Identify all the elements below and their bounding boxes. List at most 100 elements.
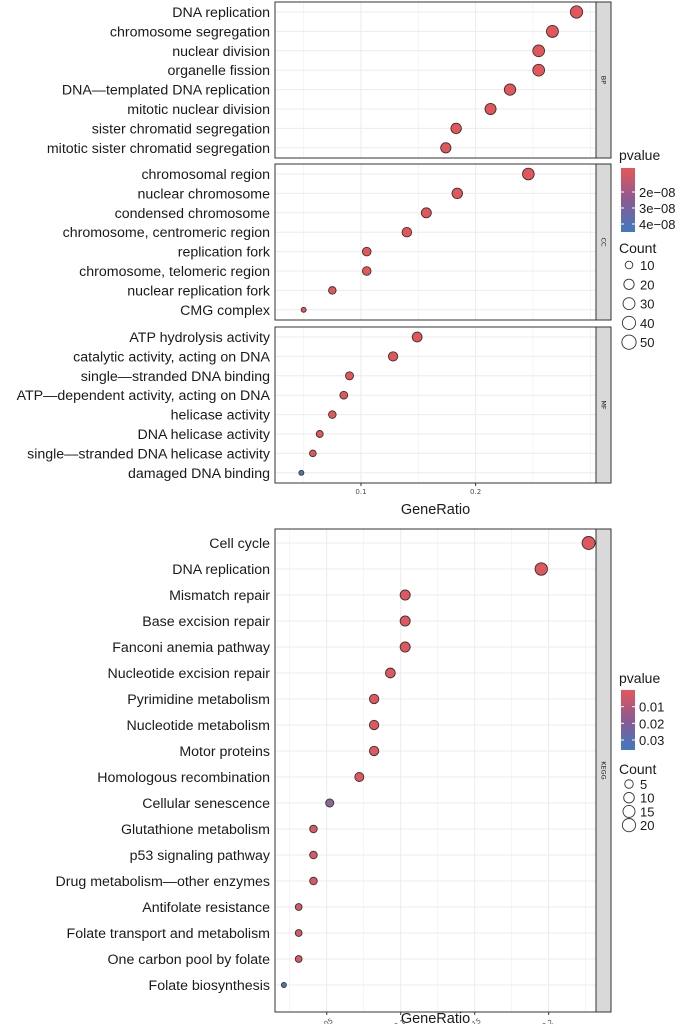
data-point: [387, 351, 399, 362]
colorbar-label: 0.01: [639, 700, 664, 715]
category-label: CMG complex: [180, 303, 270, 319]
facet-strip: [595, 163, 612, 321]
data-point: [368, 693, 380, 705]
panel-background: [275, 2, 596, 158]
data-point: [368, 719, 380, 731]
size-key-label: 50: [640, 335, 654, 350]
data-point: [309, 850, 318, 860]
colorbar-label: 4e−08: [639, 217, 676, 232]
x-tick-label: 0.15: [465, 1017, 483, 1024]
data-point: [294, 929, 303, 937]
data-point: [569, 5, 584, 19]
category-label: Motor proteins: [179, 744, 270, 760]
data-point: [451, 187, 463, 200]
colorbar-label: 2e−08: [639, 185, 676, 200]
panel-bp: DNA replication chromosome segregation nuc…: [47, 1, 612, 159]
size-key-label: 40: [640, 316, 654, 331]
panel-mf: ATP hydrolysis activity catalytic activit…: [17, 326, 612, 484]
x-axis-title: GeneRatio: [401, 502, 470, 518]
x-tick-label: 0.1: [393, 1018, 407, 1024]
data-point: [399, 615, 411, 627]
data-point: [534, 562, 548, 576]
category-label: chromosome segregation: [110, 24, 270, 40]
category-label: Mismatch repair: [169, 588, 270, 604]
category-label: single—stranded DNA binding: [81, 369, 270, 385]
facet-strip: [595, 528, 612, 1013]
size-key: [624, 260, 634, 270]
colorbar-label: 0.02: [639, 716, 664, 731]
x-axis-title: GeneRatio: [401, 1011, 470, 1024]
panel-kegg: Cell cycle DNA replication Mismatch repair…: [56, 528, 612, 1013]
category-label: replication fork: [178, 245, 271, 261]
category-label: Pyrimidine metabolism: [127, 692, 270, 708]
data-point: [328, 286, 337, 295]
category-label: nuclear replication fork: [127, 283, 271, 299]
x-tick-label: 0.2: [470, 488, 481, 496]
colorbar: [621, 168, 635, 232]
data-point: [532, 44, 546, 58]
data-point: [522, 167, 535, 181]
category-label: Nucleotide excision repair: [108, 666, 271, 682]
category-label: Glutathione metabolism: [121, 822, 270, 838]
data-point: [450, 122, 462, 135]
data-point: [532, 63, 546, 77]
legend-size-title: Count: [619, 240, 656, 256]
size-key: [621, 315, 637, 330]
data-point: [546, 24, 559, 38]
size-key: [623, 791, 635, 804]
data-point: [300, 306, 307, 313]
data-point: [294, 903, 303, 911]
size-key-label: 10: [640, 791, 654, 806]
panel-cc: chromosomal region nuclear chromosome cond…: [63, 163, 612, 321]
category-label: Cellular senescence: [142, 796, 270, 812]
category-label: damaged DNA binding: [128, 466, 270, 482]
category-label: Folate biosynthesis: [149, 978, 270, 994]
size-key-label: 10: [640, 258, 654, 273]
data-point: [361, 246, 372, 257]
category-label: nuclear division: [172, 44, 270, 60]
x-tick-label: 0.05: [317, 1017, 335, 1024]
category-label: Folate transport and metabolism: [67, 926, 270, 942]
data-point: [399, 589, 411, 601]
category-label: chromosome, telomeric region: [79, 264, 270, 280]
panel-background: [275, 529, 596, 1012]
data-point: [280, 982, 287, 988]
data-point: [298, 469, 305, 476]
data-point: [345, 371, 354, 381]
facet-strip-label: BP: [600, 76, 608, 84]
category-label: Base excision repair: [142, 614, 270, 630]
data-point: [399, 641, 411, 653]
chart-1: DNA replication chromosome segregation nuc…: [17, 1, 676, 518]
category-label: sister chromatid segregation: [92, 121, 270, 137]
category-label: nuclear chromosome: [138, 186, 271, 202]
facet-strip-label: CC: [600, 237, 608, 247]
data-point: [484, 103, 497, 115]
data-point: [503, 83, 517, 96]
category-label: chromosome, centromeric region: [63, 225, 270, 241]
colorbar-label: 3e−08: [639, 201, 676, 216]
category-label: DNA replication: [172, 5, 270, 21]
size-key-label: 20: [640, 818, 654, 833]
size-key-label: 30: [640, 297, 654, 312]
category-label: ATP—dependent activity, acting on DNA: [17, 388, 271, 404]
data-point: [309, 824, 318, 834]
category-label: single—stranded DNA helicase activity: [27, 446, 271, 462]
data-point: [361, 266, 372, 276]
data-point: [294, 955, 303, 963]
size-key: [622, 297, 636, 311]
data-point: [401, 226, 413, 238]
size-key: [621, 334, 637, 350]
category-label: ATP hydrolysis activity: [129, 330, 271, 346]
x-tick-label: 0.1: [355, 488, 366, 496]
size-key: [624, 779, 634, 789]
category-label: Cell cycle: [209, 536, 270, 552]
data-point: [309, 876, 318, 886]
data-point: [354, 772, 365, 782]
size-key: [623, 278, 635, 290]
data-point: [309, 449, 317, 458]
category-label: helicase activity: [171, 408, 271, 424]
data-point: [368, 745, 380, 757]
category-label: mitotic nuclear division: [127, 102, 270, 118]
legend-color-title: pvalue: [619, 670, 660, 686]
colorbar-label: 0.03: [639, 733, 664, 748]
